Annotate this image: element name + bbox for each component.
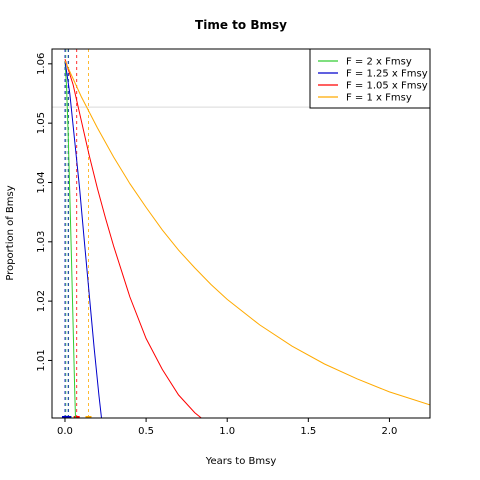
legend-box [309,48,431,109]
series-line-1 [64,60,76,418]
x-tick-label: 2.0 [381,426,397,437]
legend-label-1: F = 2 x Fmsy [346,57,412,68]
y-tick-label: 1.01 [36,349,47,371]
legend-label-4: F = 1 x Fmsy [346,93,412,104]
legend-label-2: F = 1.25 x Fmsy [346,69,428,80]
legend-label-3: F = 1.05 x Fmsy [346,81,428,92]
y-tick-label: 1.04 [36,171,47,193]
chart-title: Time to Bmsy [195,18,287,32]
x-axis: 0.0 0.5 1.0 1.5 2.0 [57,418,397,437]
y-tick-label: 1.06 [36,53,47,75]
x-tick-label: 1.0 [219,426,235,437]
x-tick-label: 1.5 [300,426,316,437]
x-tick-label: 0.5 [138,426,154,437]
x-tick-label: 0.0 [57,426,73,437]
y-tick-label: 1.02 [36,290,47,312]
plot-area [52,49,430,418]
y-axis-label: Proportion of Bmsy [5,185,16,280]
y-tick-label: 1.03 [36,231,47,253]
y-axis: 1.01 1.02 1.03 1.04 1.05 1.06 [36,53,52,372]
x-axis-label: Years to Bmsy [205,456,277,467]
plot-frame [51,48,431,419]
series-line-2 [64,60,102,418]
series-line-3 [64,58,202,418]
series-line-4 [64,60,430,406]
y-tick-label: 1.05 [36,112,47,134]
